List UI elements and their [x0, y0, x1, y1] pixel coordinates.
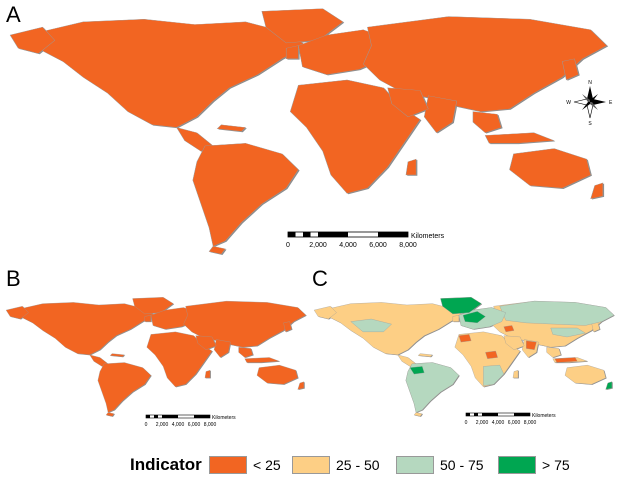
scale-tick-b-3: 6,000: [188, 422, 201, 428]
scale-bar-b: Kilometers 0 2,000 4,000 6,000 8,000: [145, 414, 236, 428]
scale-tick-c-1: 2,000: [476, 420, 489, 426]
scale-tick-b-1: 2,000: [156, 422, 169, 428]
scale-tick-a-2: 4,000: [339, 242, 357, 249]
compass-east: E: [609, 100, 613, 106]
map-panel-b: [5, 296, 307, 417]
legend-label-gt75: > 75: [542, 457, 570, 473]
compass-south: S: [588, 121, 592, 127]
scale-tick-b-0: 0: [145, 422, 148, 428]
scale-tick-b-2: 4,000: [172, 422, 185, 428]
scale-tick-a-3: 6,000: [369, 242, 387, 249]
legend-swatch-gt75: [498, 456, 536, 474]
panel-label-b: B: [6, 266, 21, 291]
scale-tick-a-4: 8,000: [399, 242, 417, 249]
scale-tick-c-3: 6,000: [508, 420, 521, 426]
legend-label-50-75: 50 - 75: [440, 457, 484, 473]
map-panel-a: [9, 7, 609, 256]
scale-tick-c-2: 4,000: [492, 420, 505, 426]
legend-swatch-50-75: [396, 456, 434, 474]
compass-north: N: [588, 80, 592, 86]
scale-bar-a: Kilometers 0 2,000 4,000 6,000 8,000: [286, 231, 445, 249]
maps-canvas: N S E W Kilometers 0 2,000 4,000 6,000 8…: [5, 7, 615, 428]
scale-unit-b: Kilometers: [212, 415, 236, 421]
legend-label-25-50: 25 - 50: [336, 457, 380, 473]
legend-label-lt25: < 25: [253, 457, 281, 473]
legend: Indicator < 25 25 - 50 50 - 75 > 75: [0, 452, 622, 478]
legend-item-50-75: 50 - 75: [396, 456, 496, 474]
scale-tick-b-4: 8,000: [204, 422, 217, 428]
legend-title: Indicator: [130, 455, 202, 474]
scale-unit-c: Kilometers: [532, 413, 556, 419]
scale-bar-c: Kilometers 0 2,000 4,000 6,000 8,000: [465, 412, 556, 426]
compass-west: W: [566, 100, 571, 106]
legend-swatch-25-50: [292, 456, 330, 474]
scale-unit-a: Kilometers: [411, 233, 445, 240]
legend-item-gt75: > 75: [498, 456, 588, 474]
legend-swatch-lt25: [209, 456, 247, 474]
scale-tick-c-4: 8,000: [524, 420, 537, 426]
scale-tick-c-0: 0: [465, 420, 468, 426]
legend-item-25-50: 25 - 50: [292, 456, 392, 474]
panel-label-a: A: [6, 2, 21, 27]
panel-label-c: C: [312, 266, 328, 291]
compass-rose: N S E W: [566, 80, 613, 127]
legend-item-lt25: < 25: [209, 456, 289, 474]
scale-tick-a-1: 2,000: [309, 242, 327, 249]
scale-tick-a-0: 0: [286, 242, 290, 249]
map-panel-c: [313, 296, 615, 417]
